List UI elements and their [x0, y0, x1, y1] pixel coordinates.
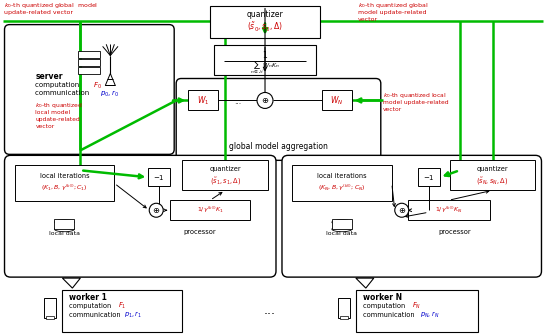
Text: ...: ...	[264, 303, 276, 317]
Text: model update-related: model update-related	[358, 10, 426, 15]
Text: $F_1$: $F_1$	[118, 301, 127, 311]
Polygon shape	[62, 278, 80, 288]
Text: $W_1$: $W_1$	[197, 94, 209, 107]
Text: update-related vector: update-related vector	[3, 10, 73, 15]
Text: update-related: update-related	[35, 117, 80, 122]
Bar	[210, 6, 320, 38]
Bar	[450, 160, 536, 190]
Circle shape	[257, 92, 273, 109]
Circle shape	[149, 203, 163, 217]
Text: communication: communication	[35, 90, 92, 96]
Text: $1$: $1$	[262, 49, 268, 60]
Bar	[170, 200, 250, 220]
Text: computation: computation	[35, 82, 82, 88]
Text: vector: vector	[383, 107, 402, 112]
Bar	[408, 200, 490, 220]
Ellipse shape	[55, 227, 74, 232]
Text: $-1$: $-1$	[153, 173, 165, 182]
Text: $\oplus$: $\oplus$	[261, 96, 269, 106]
Polygon shape	[105, 74, 115, 85]
Text: communication: communication	[363, 312, 417, 318]
Text: $k_0$-th quantized local: $k_0$-th quantized local	[383, 91, 447, 100]
Polygon shape	[356, 278, 374, 288]
Text: communication: communication	[69, 312, 123, 318]
Text: global model aggregation: global model aggregation	[229, 142, 328, 151]
Text: $(K_N,B,\gamma^{(k_0)};C_N)$: $(K_N,B,\gamma^{(k_0)};C_N)$	[318, 183, 366, 194]
FancyBboxPatch shape	[176, 79, 381, 160]
Text: $\oplus$: $\oplus$	[152, 206, 161, 215]
Text: quantizer: quantizer	[477, 166, 508, 172]
Text: $F_0$: $F_0$	[93, 80, 102, 91]
Bar	[79, 67, 100, 74]
Text: $-1$: $-1$	[423, 173, 435, 182]
Bar	[356, 290, 478, 332]
Text: $\oplus$: $\oplus$	[397, 206, 406, 215]
Text: $(\tilde{s}_1,s_1,\Delta)$: $(\tilde{s}_1,s_1,\Delta)$	[210, 176, 241, 187]
Bar	[340, 316, 348, 319]
Text: $W_N$: $W_N$	[330, 94, 343, 107]
Text: worker 1: worker 1	[69, 293, 107, 302]
Text: quantizer: quantizer	[247, 10, 283, 19]
Text: $F_N$: $F_N$	[412, 301, 421, 311]
FancyBboxPatch shape	[4, 25, 174, 154]
Text: ...: ...	[234, 97, 241, 106]
Bar	[322, 90, 352, 111]
Text: $k_0$-th quantized: $k_0$-th quantized	[35, 101, 83, 110]
Bar	[418, 168, 440, 186]
Text: local data: local data	[327, 231, 358, 236]
Bar	[62, 290, 182, 332]
Text: worker N: worker N	[363, 293, 402, 302]
Bar	[214, 45, 316, 75]
Text: quantizer: quantizer	[209, 166, 241, 172]
Bar	[182, 160, 268, 190]
Text: model update-related: model update-related	[383, 100, 448, 105]
Text: vector: vector	[35, 124, 55, 129]
Bar	[55, 219, 74, 229]
Bar	[338, 298, 350, 318]
FancyBboxPatch shape	[282, 155, 542, 277]
Text: $p_{0},r_0$: $p_{0},r_0$	[100, 88, 120, 98]
Text: $p_1,r_1$: $p_1,r_1$	[124, 310, 143, 320]
Text: computation: computation	[69, 303, 114, 309]
Text: $(\tilde{s}_0,s_0,\Delta)$: $(\tilde{s}_0,s_0,\Delta)$	[247, 21, 283, 34]
Text: computation: computation	[363, 303, 407, 309]
Text: vector: vector	[358, 17, 378, 22]
Text: local iterations: local iterations	[40, 173, 89, 179]
Text: local model: local model	[35, 110, 70, 115]
Text: processor: processor	[184, 229, 216, 235]
Bar	[15, 165, 114, 201]
Ellipse shape	[55, 220, 74, 225]
Bar	[149, 168, 170, 186]
Text: $\sum_{n\in\mathcal{N}}W_nK_n$: $\sum_{n\in\mathcal{N}}W_nK_n$	[250, 59, 280, 76]
Text: $(\tilde{s}_N,s_N,\Delta)$: $(\tilde{s}_N,s_N,\Delta)$	[477, 176, 509, 187]
Circle shape	[395, 203, 409, 217]
Bar	[188, 90, 218, 111]
Text: $(K_1,B,\gamma^{(k_0)};C_1)$: $(K_1,B,\gamma^{(k_0)};C_1)$	[41, 183, 88, 194]
Ellipse shape	[332, 220, 352, 225]
Bar	[332, 219, 352, 229]
Text: local data: local data	[49, 231, 80, 236]
Text: processor: processor	[438, 229, 471, 235]
Bar	[46, 316, 55, 319]
Text: $k_0$-th quantized global  model: $k_0$-th quantized global model	[3, 1, 98, 10]
Text: $1/\gamma^{(k_0)}K_N$: $1/\gamma^{(k_0)}K_N$	[435, 205, 462, 215]
Text: server: server	[35, 72, 63, 81]
Bar	[79, 58, 100, 66]
FancyBboxPatch shape	[4, 155, 276, 277]
Text: $k_0$-th quantized global: $k_0$-th quantized global	[358, 1, 429, 10]
Bar	[79, 50, 100, 57]
Bar	[44, 298, 56, 318]
Text: local iterations: local iterations	[317, 173, 367, 179]
Text: $p_N,r_N$: $p_N,r_N$	[420, 310, 439, 320]
Text: $1/\gamma^{(k_0)}K_1$: $1/\gamma^{(k_0)}K_1$	[197, 205, 223, 215]
Ellipse shape	[332, 227, 352, 232]
Bar	[292, 165, 392, 201]
